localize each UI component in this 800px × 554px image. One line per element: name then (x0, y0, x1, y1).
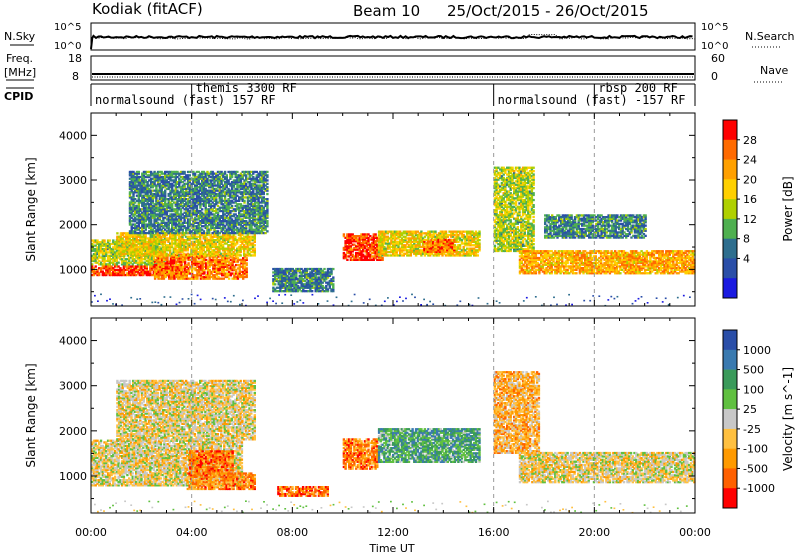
nave-tick-top: 60 (711, 52, 725, 65)
echo-cell (266, 193, 268, 195)
echo-cell (266, 220, 268, 222)
echo-cell (246, 267, 248, 269)
nsky-trace (91, 36, 693, 49)
echo-cell (226, 174, 228, 176)
echo-cell (254, 244, 256, 246)
echo-cell (146, 265, 148, 267)
nave-tick-bottom: 0 (711, 70, 718, 83)
echo-cell (332, 283, 334, 285)
echo-cell (183, 253, 185, 255)
nsearch-label: N.Search (745, 30, 795, 43)
freq-tick-bottom: 8 (72, 70, 79, 83)
echo-cell (180, 254, 182, 256)
echo-cell (236, 171, 238, 173)
freq-tick-top: 18 (68, 52, 82, 65)
nsky-tick-bottom: 10^0 (54, 41, 81, 52)
echo-cell (228, 278, 230, 280)
nsearch-tick-top: 10^5 (701, 22, 728, 33)
echo-cell (311, 290, 313, 292)
freq-strip-frame (91, 56, 695, 80)
echo-cell (266, 186, 268, 188)
echo-cells (91, 167, 696, 307)
nave-label: Nave (760, 64, 788, 77)
freq-unit: [MHz] (4, 66, 36, 79)
echo-cell (254, 248, 256, 250)
echo-cell (189, 174, 191, 176)
echo-cell (266, 174, 268, 176)
echo-cell (95, 265, 97, 267)
echo-cell (183, 171, 185, 173)
cpid-segment-label: normalsound (fast) -157 RF (498, 93, 686, 107)
cpid-segment-label: normalsound (fast) 157 RF (95, 93, 276, 107)
cpid-segment-label: themis 3300 RF (196, 81, 297, 95)
echo-cell (187, 262, 189, 264)
echo-cell (274, 283, 276, 285)
freq-label: Freq. (6, 52, 33, 65)
echo-cell (116, 232, 118, 234)
echo-cell (266, 198, 268, 200)
echo-cell (266, 230, 268, 232)
echo-cell (109, 239, 111, 241)
echo-cell (266, 183, 268, 185)
echo-cell (323, 268, 325, 270)
cpid-label: CPID (4, 90, 33, 103)
echo-cell (346, 259, 348, 261)
echo-cell (332, 268, 334, 270)
echo-cell (240, 254, 242, 256)
echo-cell (234, 236, 236, 238)
echo-cell (117, 262, 119, 264)
beam-title: Beam 10 (353, 2, 420, 20)
echo-cell (201, 208, 203, 210)
date-range-title: 25/Oct/2015 - 26/Oct/2015 (447, 2, 649, 20)
echo-cell (332, 276, 334, 278)
echo-cell (224, 171, 226, 173)
echo-cell (138, 171, 140, 173)
nsky-label: N.Sky (4, 30, 36, 43)
echo-cell (246, 262, 248, 264)
cpid-segment-label: rbsp 200 RF (598, 81, 677, 95)
echo-cell (343, 233, 345, 235)
echo-cell (103, 239, 105, 241)
echo-cell (231, 205, 233, 207)
echo-cell (266, 179, 268, 181)
echo-cell (243, 200, 245, 202)
echo-cell (203, 230, 205, 232)
echo-cell (246, 257, 248, 259)
nsearch-tick-bottom: 10^0 (701, 41, 728, 52)
nsky-tick-top: 10^5 (54, 22, 81, 33)
station-title: Kodiak (fitACF) (92, 0, 203, 18)
echo-cell (266, 171, 268, 173)
